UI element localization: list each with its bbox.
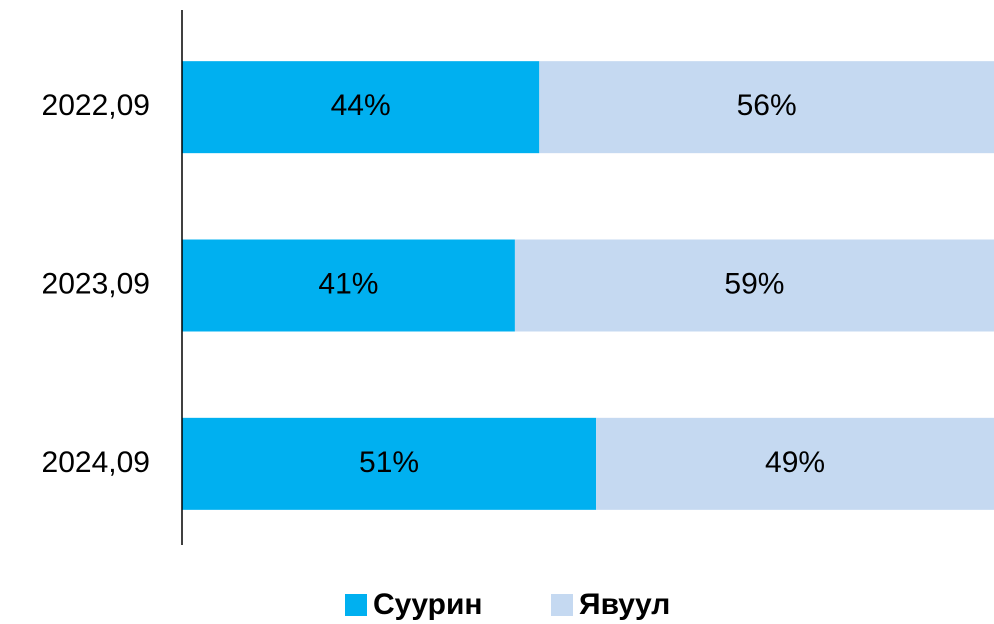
bar-segment <box>539 61 994 154</box>
value-label: 59% <box>724 267 784 300</box>
y-tick-label: 2023,09 <box>42 267 150 300</box>
bar-segment <box>182 417 597 510</box>
value-label: 41% <box>318 267 378 300</box>
value-label: 44% <box>331 89 391 122</box>
y-tick-label: 2022,09 <box>42 89 150 122</box>
bar-segment <box>182 239 515 332</box>
value-label: 51% <box>359 446 419 479</box>
legend-label: Явуул <box>579 588 670 621</box>
legend-swatch <box>551 594 573 616</box>
legend-label: Суурин <box>373 588 483 621</box>
bar-segment <box>596 417 994 510</box>
value-label: 49% <box>765 446 825 479</box>
legend-swatch <box>345 594 367 616</box>
bar-segment <box>182 61 540 154</box>
bar-segment <box>514 239 994 332</box>
value-label: 56% <box>737 89 797 122</box>
y-tick-label: 2024,09 <box>42 446 150 479</box>
